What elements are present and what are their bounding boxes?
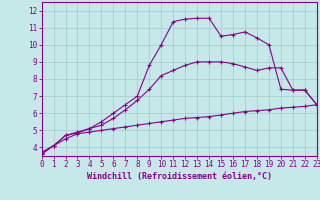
X-axis label: Windchill (Refroidissement éolien,°C): Windchill (Refroidissement éolien,°C): [87, 172, 272, 181]
